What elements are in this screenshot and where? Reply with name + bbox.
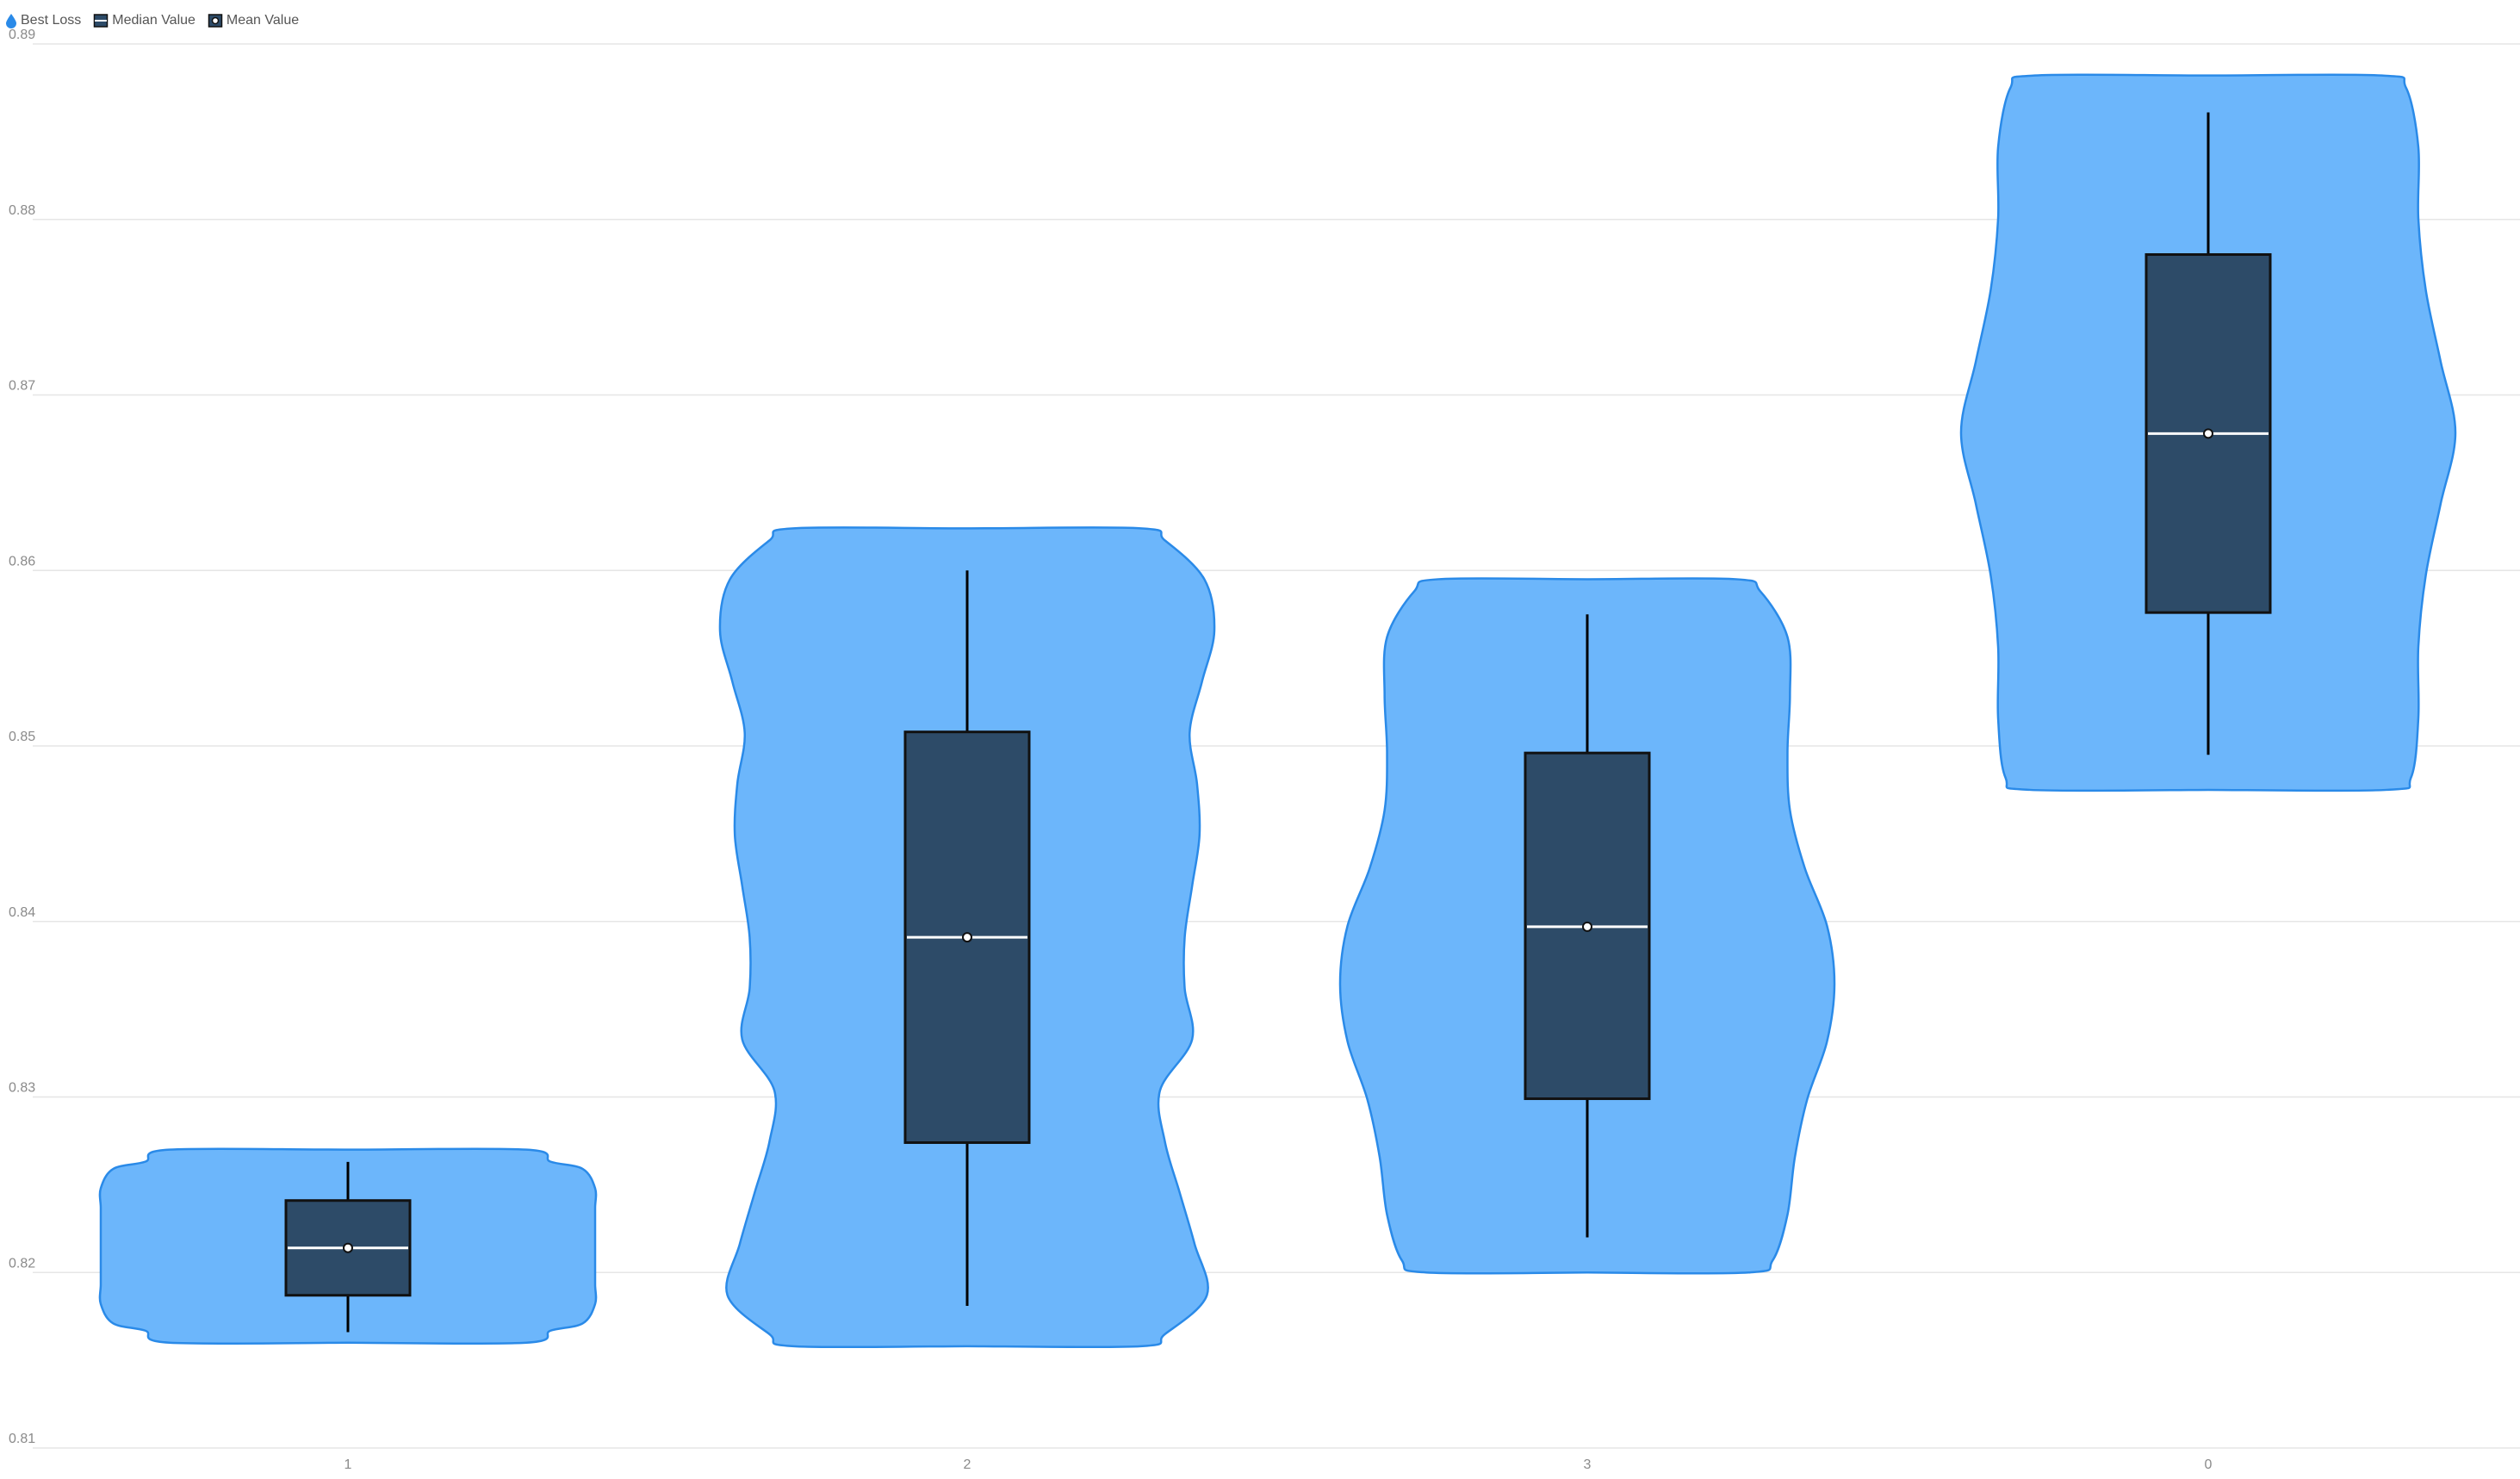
mean-point-2 [962, 932, 972, 943]
y-tick-label: 0.87 [9, 379, 35, 394]
y-tick-label: 0.81 [9, 1432, 35, 1446]
y-tick-label: 0.89 [9, 28, 35, 42]
mean-circle-icon [208, 14, 223, 28]
legend: Best Loss Median Value Mean Value [5, 10, 311, 31]
x-tick-label: 3 [1584, 1457, 1592, 1472]
legend-label-median: Median Value [112, 13, 196, 28]
x-tick-label: 2 [964, 1457, 971, 1472]
y-tick-label: 0.85 [9, 730, 35, 744]
x-tick-label: 0 [2205, 1457, 2213, 1472]
x-tick-label: 1 [344, 1457, 352, 1472]
mean-point-1 [343, 1242, 353, 1253]
droplet-icon [6, 14, 16, 28]
y-tick-label: 0.84 [9, 905, 35, 920]
median-box-icon [94, 14, 109, 28]
y-tick-label: 0.86 [9, 554, 35, 569]
legend-item-mean[interactable]: Mean Value [208, 13, 299, 28]
legend-item-median[interactable]: Median Value [93, 13, 196, 28]
y-tick-label: 0.88 [9, 203, 35, 218]
legend-label-best-loss: Best Loss [21, 13, 82, 28]
legend-label-mean: Mean Value [226, 13, 300, 28]
y-tick-label: 0.82 [9, 1256, 35, 1271]
mean-point-3 [1582, 921, 1592, 932]
mean-point-0 [2203, 428, 2213, 439]
legend-item-best-loss[interactable]: Best Loss [5, 13, 81, 28]
y-tick-label: 0.83 [9, 1081, 35, 1096]
